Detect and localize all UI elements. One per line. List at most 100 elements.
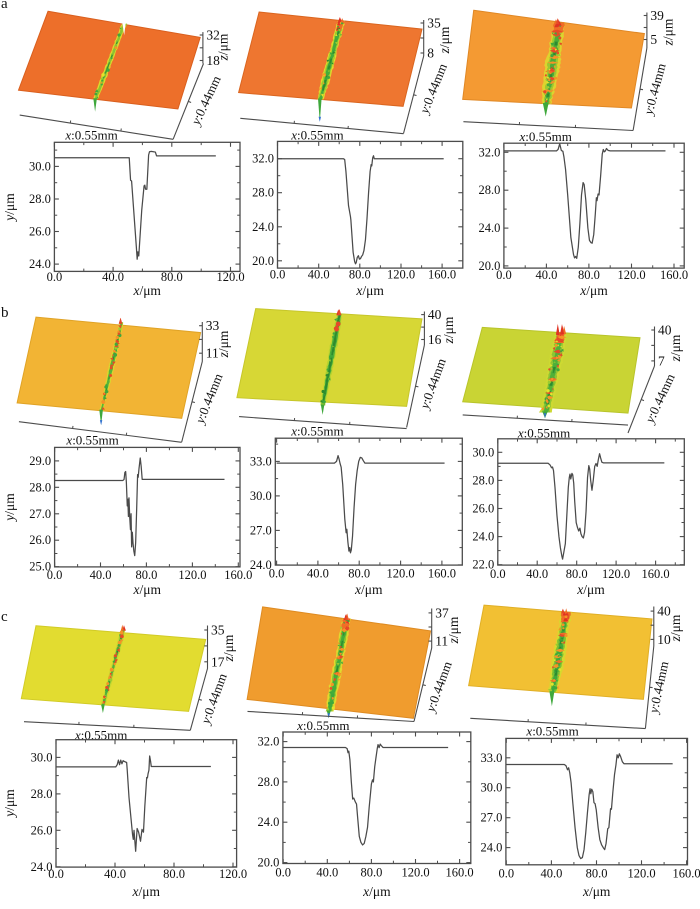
svg-text:x:0.55mm: x:0.55mm (65, 432, 118, 447)
svg-text:80.0: 80.0 (578, 268, 600, 282)
svg-text:26.0: 26.0 (29, 533, 51, 547)
svg-text:x:0.55mm: x:0.55mm (290, 424, 343, 439)
svg-text:y/μm: y/μm (2, 789, 17, 819)
svg-text:160.0: 160.0 (446, 866, 474, 880)
svg-text:24.0: 24.0 (250, 558, 272, 572)
svg-text:28.0: 28.0 (29, 480, 51, 494)
svg-text:160.0: 160.0 (673, 867, 700, 881)
svg-text:28.0: 28.0 (479, 183, 501, 197)
svg-text:120.0: 120.0 (178, 568, 206, 582)
svg-text:22.0: 22.0 (472, 558, 494, 572)
svg-text:20.0: 20.0 (258, 856, 280, 870)
svg-text:27.0: 27.0 (481, 811, 503, 825)
svg-text:28.0: 28.0 (252, 186, 274, 200)
svg-text:27.0: 27.0 (250, 523, 272, 537)
svg-text:28.0: 28.0 (31, 787, 53, 801)
svg-text:40.0: 40.0 (307, 567, 329, 581)
svg-text:120.0: 120.0 (387, 268, 415, 282)
svg-text:160.0: 160.0 (660, 268, 688, 282)
svg-text:28.0: 28.0 (29, 192, 51, 206)
svg-text:80.0: 80.0 (348, 567, 370, 581)
svg-text:y/μm: y/μm (2, 493, 17, 523)
svg-text:y:0.44mm: y:0.44mm (416, 356, 449, 412)
svg-text:z/μm: z/μm (221, 634, 236, 662)
svg-text:80.0: 80.0 (566, 567, 588, 581)
svg-text:40.0: 40.0 (535, 268, 557, 282)
svg-text:30.0: 30.0 (472, 445, 494, 459)
svg-text:40.0: 40.0 (104, 867, 126, 881)
svg-text:z/μm: z/μm (441, 316, 456, 344)
svg-text:24.0: 24.0 (252, 220, 274, 234)
svg-text:40.0: 40.0 (102, 270, 124, 284)
svg-text:7: 7 (658, 353, 665, 368)
svg-text:24.0: 24.0 (472, 530, 494, 544)
svg-text:32.0: 32.0 (258, 735, 280, 749)
svg-text:120.0: 120.0 (216, 270, 244, 284)
svg-text:y/μm: y/μm (2, 193, 17, 223)
svg-text:160.0: 160.0 (224, 568, 252, 582)
svg-text:30.0: 30.0 (29, 159, 51, 173)
svg-text:z/μm: z/μm (446, 616, 461, 644)
svg-text:120.0: 120.0 (627, 867, 655, 881)
svg-text:z/μm: z/μm (216, 33, 231, 61)
svg-text:8: 8 (427, 46, 434, 61)
svg-text:0.0: 0.0 (47, 270, 63, 284)
svg-text:z/μm: z/μm (668, 334, 683, 362)
svg-text:24.0: 24.0 (31, 860, 53, 874)
svg-text:30.0: 30.0 (250, 489, 272, 503)
svg-text:0.0: 0.0 (270, 268, 286, 282)
svg-text:27.0: 27.0 (29, 507, 51, 521)
svg-text:x:0.55mm: x:0.55mm (296, 718, 349, 733)
svg-text:x/μm: x/μm (362, 884, 391, 899)
svg-text:x:0.55mm: x:0.55mm (525, 724, 578, 739)
svg-text:x:0.55mm: x:0.55mm (64, 128, 117, 143)
svg-text:80.0: 80.0 (360, 866, 382, 880)
svg-text:33.0: 33.0 (481, 751, 503, 765)
svg-text:40.0: 40.0 (90, 568, 112, 582)
svg-text:x:0.55mm: x:0.55mm (290, 127, 343, 142)
svg-text:120.0: 120.0 (219, 867, 247, 881)
svg-text:24.0: 24.0 (479, 221, 501, 235)
svg-text:40.0: 40.0 (316, 866, 338, 880)
svg-text:5: 5 (650, 32, 657, 47)
svg-text:26.0: 26.0 (31, 823, 53, 837)
svg-text:z/μm: z/μm (661, 18, 676, 46)
svg-text:y:0.44mm: y:0.44mm (191, 371, 225, 427)
svg-text:160.0: 160.0 (642, 567, 670, 581)
svg-text:x/μm: x/μm (132, 283, 161, 298)
svg-text:y:0.44mm: y:0.44mm (416, 61, 450, 117)
svg-text:33.0: 33.0 (250, 454, 272, 468)
svg-text:26.0: 26.0 (29, 225, 51, 239)
svg-text:30.0: 30.0 (481, 781, 503, 795)
svg-text:24.0: 24.0 (258, 815, 280, 829)
svg-text:80.0: 80.0 (586, 867, 608, 881)
svg-text:80.0: 80.0 (163, 867, 185, 881)
svg-text:25.0: 25.0 (29, 560, 51, 574)
svg-text:y:0.44mm: y:0.44mm (187, 73, 224, 129)
svg-text:x/μm: x/μm (355, 283, 384, 298)
svg-text:x/μm: x/μm (354, 582, 383, 597)
svg-text:80.0: 80.0 (349, 268, 371, 282)
svg-text:b: b (1, 305, 9, 321)
svg-text:20.0: 20.0 (252, 254, 274, 268)
svg-text:26.0: 26.0 (472, 502, 494, 516)
svg-text:80.0: 80.0 (161, 270, 183, 284)
svg-text:120.0: 120.0 (602, 567, 630, 581)
svg-text:160.0: 160.0 (428, 268, 456, 282)
svg-text:a: a (1, 0, 8, 12)
svg-text:z/μm: z/μm (216, 330, 231, 358)
svg-text:z/μm: z/μm (668, 614, 683, 642)
svg-text:28.0: 28.0 (472, 473, 494, 487)
svg-text:160.0: 160.0 (428, 567, 456, 581)
svg-text:x/μm: x/μm (579, 283, 608, 298)
svg-text:x/μm: x/μm (133, 582, 162, 597)
svg-text:28.0: 28.0 (258, 775, 280, 789)
svg-text:32.0: 32.0 (252, 152, 274, 166)
svg-text:40.0: 40.0 (526, 567, 548, 581)
svg-text:29.0: 29.0 (29, 454, 51, 468)
svg-text:y:0.44mm: y:0.44mm (640, 62, 669, 118)
svg-text:x/μm: x/μm (132, 884, 161, 899)
svg-text:24.0: 24.0 (481, 841, 503, 855)
svg-text:16: 16 (428, 332, 442, 347)
svg-text:c: c (1, 609, 8, 625)
